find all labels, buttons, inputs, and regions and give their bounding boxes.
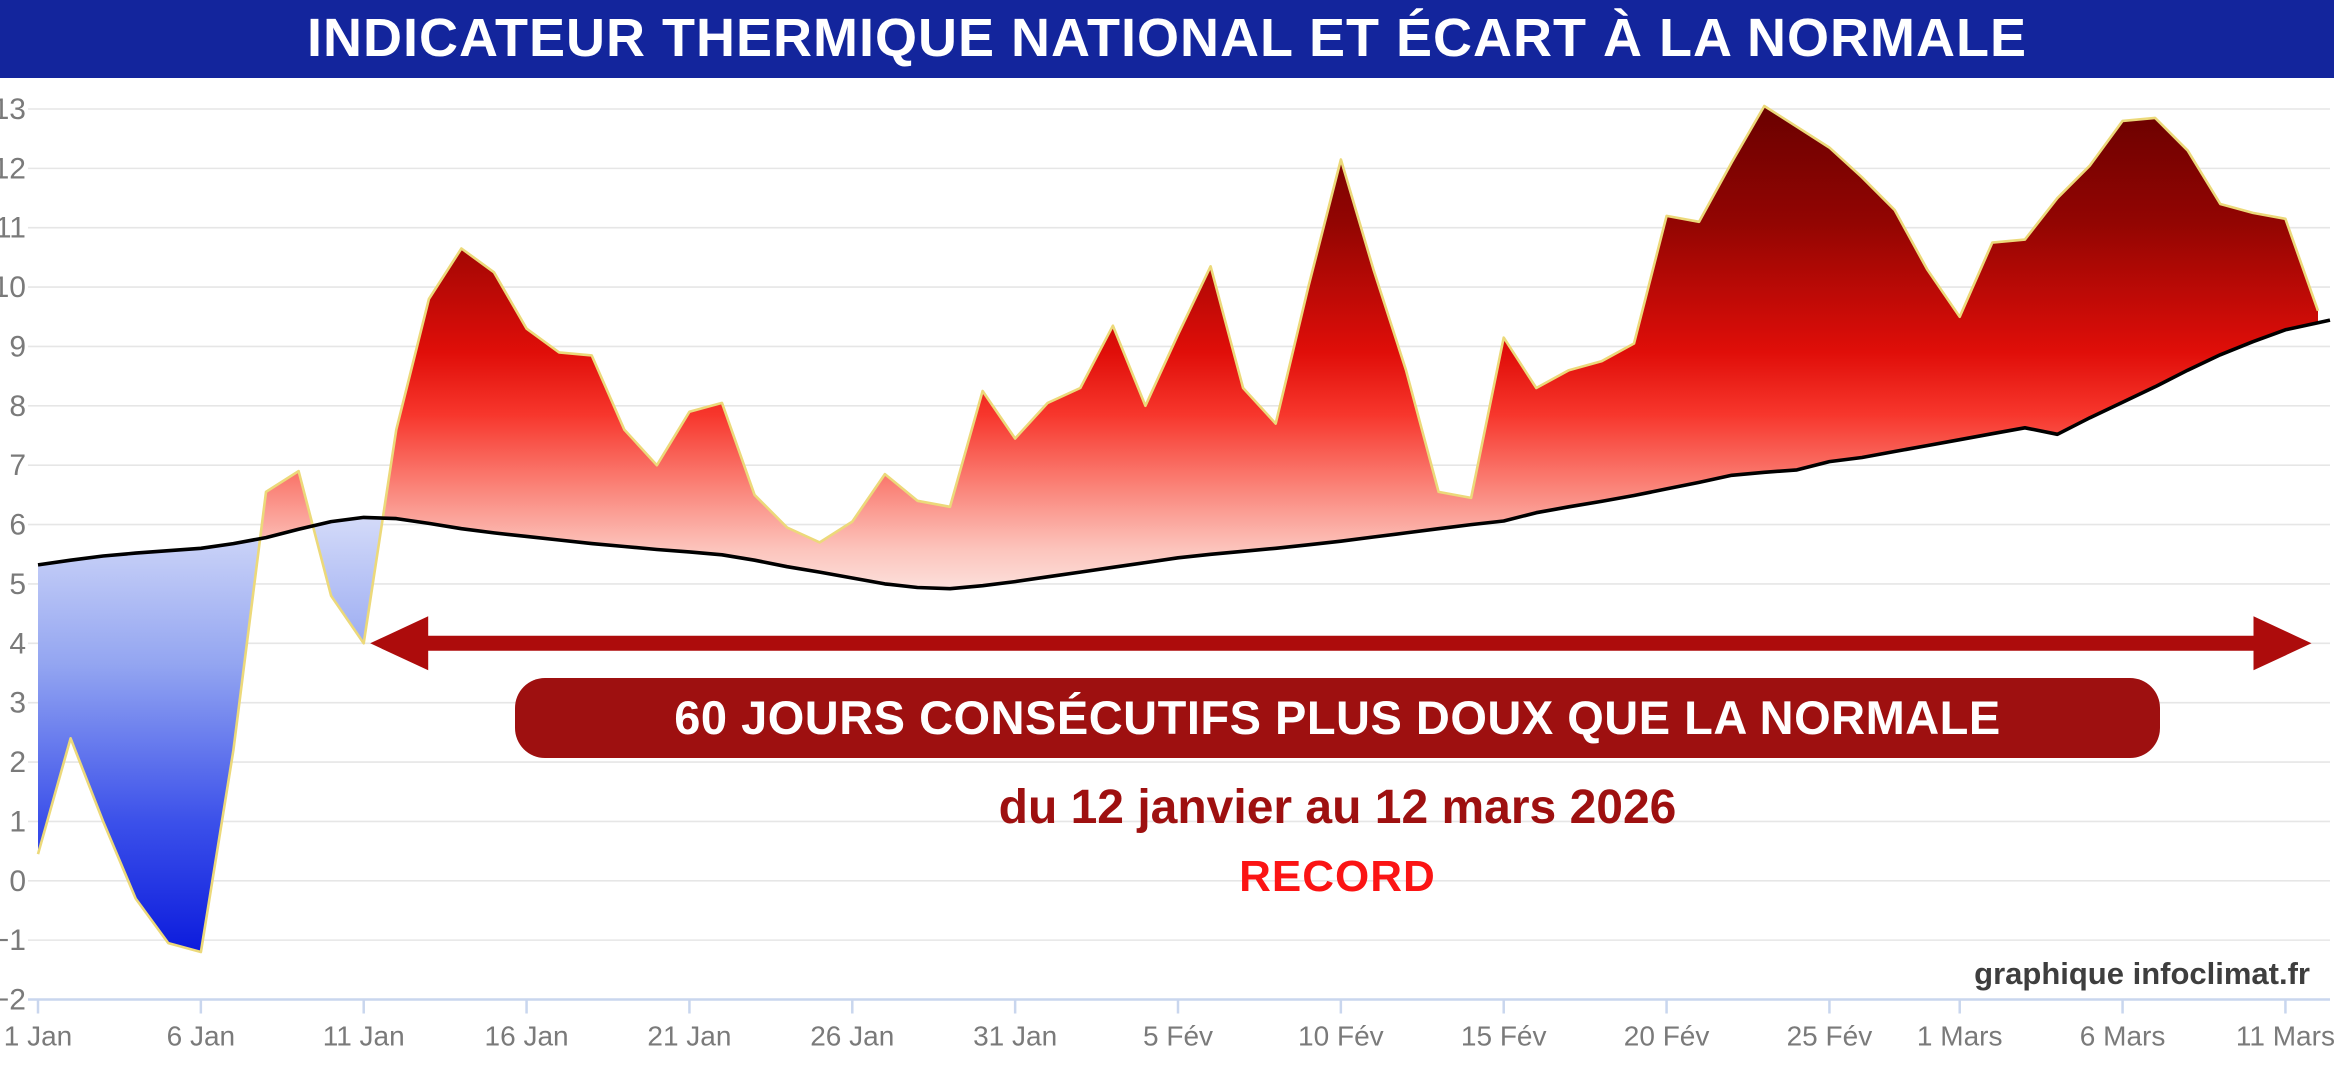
y-tick-label: 5 (9, 568, 26, 601)
x-tick-label: 31 Jan (973, 1021, 1057, 1052)
x-tick-label: 6 Jan (167, 1021, 236, 1052)
credit-label: graphique infoclimat.fr (1974, 956, 2310, 991)
date-range-label: du 12 janvier au 12 mars 2026 (998, 781, 1677, 834)
y-tick-label: 1 (9, 805, 26, 838)
normale-line (37, 318, 2331, 591)
area-above-normale (38, 106, 2318, 589)
x-tick-label: 10 Fév (1298, 1021, 1384, 1052)
x-tick-label: 11 Mars (2236, 1021, 2334, 1052)
y-tick-label: 9 (9, 330, 26, 363)
y-tick-label: 11 (0, 212, 26, 245)
y-tick-label: 10 (0, 271, 26, 304)
y-tick-label: 12 (0, 152, 26, 185)
x-tick-label: 1 Mars (1917, 1021, 2003, 1052)
x-tick-label: 15 Fév (1461, 1021, 1547, 1052)
x-tick-label: 20 Fév (1624, 1021, 1710, 1052)
x-tick-label: 25 Fév (1787, 1021, 1873, 1052)
y-tick-label: 2 (9, 746, 26, 779)
x-tick-label: 11 Jan (323, 1021, 405, 1052)
x-tick-label: 16 Jan (485, 1021, 569, 1052)
x-tick-label: 26 Jan (810, 1021, 894, 1052)
y-tick-label: 6 (9, 509, 26, 542)
y-tick-label: 0 (9, 865, 26, 898)
x-tick-label: 5 Fév (1143, 1021, 1213, 1052)
x-tick-label: 21 Jan (647, 1021, 731, 1052)
page-title: INDICATEUR THERMIQUE NATIONAL ET ÉCART À… (0, 0, 2334, 78)
y-tick-label: 3 (9, 687, 26, 720)
x-axis-ticks (36, 999, 2287, 1014)
x-axis-labels: 1 Jan 6 Jan 11 Jan 16 Jan 21 Jan 26 Jan 31 Jan… (4, 1021, 2334, 1052)
record-banner: 60 JOURS CONSÉCUTIFS PLUS DOUX QUE LA NO… (515, 678, 2160, 758)
record-label: RECORD (1239, 852, 1436, 901)
indicateur-line (36, 104, 2320, 954)
y-tick-label: 8 (9, 390, 26, 423)
x-tick-label: 1 Jan (4, 1021, 73, 1052)
y-tick-label: −2 (0, 984, 26, 1017)
y-tick-label: −1 (0, 924, 26, 957)
record-span-arrow (370, 616, 2312, 671)
y-tick-label: 13 (0, 93, 26, 126)
y-tick-label: 7 (9, 449, 26, 482)
y-tick-label: 4 (9, 627, 26, 660)
x-tick-label: 6 Mars (2080, 1021, 2166, 1052)
